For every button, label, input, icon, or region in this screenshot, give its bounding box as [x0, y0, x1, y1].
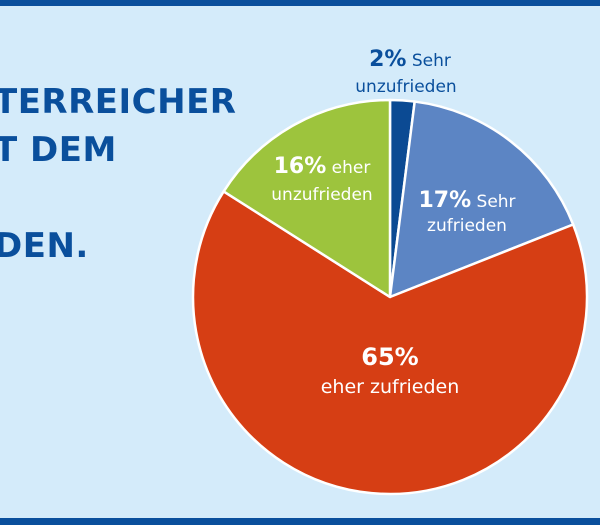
slice-word-sehr-zufrieden: Sehr — [471, 192, 515, 212]
slice-percent-eher-zufrieden: 65% — [361, 343, 418, 371]
slice-label-eher-unzufrieden: 16% eher — [274, 154, 371, 179]
headline-line-4: DEN. — [0, 226, 89, 266]
pie-slice-eher-unzufrieden — [222, 98, 392, 299]
slice-label-eher-zufrieden: 65% — [361, 343, 418, 371]
slice-category-sehr-zufrieden: zufrieden — [427, 216, 507, 236]
slice-percent-sehr-unzufrieden: 2% — [369, 47, 406, 72]
slice-word-sehr-unzufrieden: Sehr — [406, 51, 450, 71]
slice-category-eher-unzufrieden: unzufrieden — [271, 185, 372, 205]
slice-category-sehr-unzufrieden: unzufrieden — [355, 77, 456, 97]
headline: TERREICHER T DEM DEN. — [0, 78, 236, 270]
pie-slice-eher-zufrieden — [191, 190, 589, 496]
slice-percent-sehr-zufrieden: 17% — [418, 188, 471, 213]
slice-category-eher-zufrieden: eher zufrieden — [321, 376, 460, 398]
slice-percent-eher-unzufrieden: 16% — [274, 154, 327, 179]
slice-label-sehr-zufrieden: 17% Sehr — [418, 188, 515, 213]
headline-line-2: T DEM — [0, 130, 117, 170]
pie-slice-sehr-zufrieden — [388, 100, 575, 299]
slice-word-eher-unzufrieden: eher — [326, 158, 370, 178]
headline-line-1: TERREICHER — [0, 82, 237, 122]
slice-label-sehr-unzufrieden: 2% Sehr — [369, 47, 451, 72]
